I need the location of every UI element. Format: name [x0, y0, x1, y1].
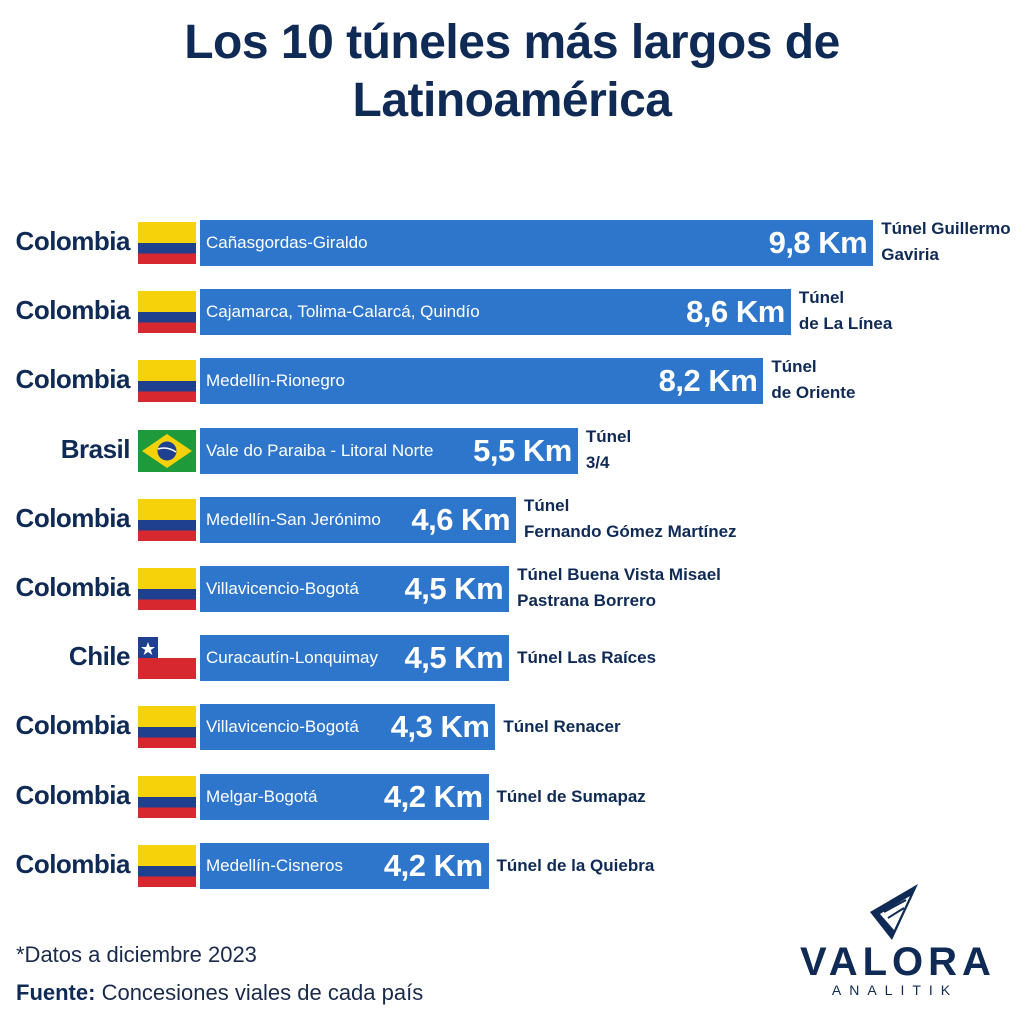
country-label: Colombia	[15, 226, 131, 256]
bar: Medellín-San Jerónimo 4,6 Km	[200, 496, 517, 543]
logo-word: VALORA	[800, 940, 996, 984]
country-label: Colombia	[15, 710, 131, 741]
route-label: Vale do Paraiba - Litoral Norte	[206, 440, 434, 460]
colombia-flag	[138, 360, 196, 403]
country-label: Colombia	[15, 848, 131, 879]
source-text: Concesiones viales de cada país	[101, 980, 424, 1005]
country-label: Brasil	[60, 433, 131, 464]
valora-chevron-logo	[870, 884, 918, 940]
tunnel-name: Túnel Buena Vista Misael Pastrana Borrer…	[517, 565, 721, 610]
source-label: Fuente:	[16, 980, 96, 1005]
logo-subtitle: ANALITIK	[831, 982, 959, 998]
colombia-flag	[138, 222, 196, 264]
tunnel-name: Túnel Las Raíces	[517, 648, 657, 668]
bar: Melgar-Bogotá 4,2 Km	[200, 773, 489, 820]
value-label: 4,5 Km	[404, 640, 504, 676]
bar: Vale do Paraiba - Litoral Norte 5,5 Km	[200, 427, 578, 474]
country-label: Chile	[68, 641, 131, 672]
value-label: 4,2 Km	[383, 847, 483, 883]
bar: Cañasgordas-Giraldo 9,8 Km	[200, 220, 874, 266]
chile-flag	[138, 637, 196, 680]
colombia-flag	[138, 568, 196, 610]
route-label: Villavicencio-Bogotá	[206, 717, 359, 737]
colombia-flag	[138, 498, 196, 541]
valora-analitik-logo: VALORA ANALITIK	[800, 882, 996, 1002]
country-label: Colombia	[15, 364, 131, 395]
tunnel-name: Túnel Renacer	[503, 717, 621, 737]
value-label: 4,6 Km	[411, 501, 511, 537]
value-label: 4,5 Km	[404, 571, 504, 606]
value-label: 8,6 Km	[686, 294, 785, 330]
country-label: Colombia	[15, 295, 131, 326]
tunnel-name: Túnel de la Quiebra	[496, 855, 655, 875]
source-line: Fuente: Concesiones viales de cada país	[16, 980, 423, 1006]
route-label: Medellín-Rionegro	[206, 371, 345, 391]
tunnel-name: Túnel de La Línea	[798, 288, 893, 334]
colombia-flag	[138, 844, 196, 887]
colombia-flag	[138, 291, 196, 334]
footnote: *Datos a diciembre 2023	[16, 942, 257, 967]
tunnel-name: Túnel Fernando Gómez Martínez	[524, 495, 737, 541]
page-title: Los 10 túneles más largos de Latinoaméri…	[0, 14, 1024, 130]
value-label: 4,3 Km	[390, 709, 490, 745]
country-label: Colombia	[15, 572, 131, 602]
title-line-2: Latinoamérica	[352, 74, 672, 127]
tunnel-name: Túnel de Oriente	[771, 357, 856, 403]
value-label: 8,2 Km	[658, 363, 758, 399]
value-label: 9,8 Km	[768, 225, 868, 260]
route-label: Curacautín-Lonquimay	[206, 648, 378, 668]
country-label: Colombia	[15, 502, 131, 533]
bar: Medellín-Cisneros 4,2 Km	[200, 842, 489, 889]
colombia-flag	[138, 775, 196, 818]
route-label: Cañasgordas-Giraldo	[206, 233, 368, 252]
bar: Cajamarca, Tolima-Calarcá, Quindío 8,6 Km	[200, 289, 791, 336]
bar: Villavicencio-Bogotá 4,5 Km	[200, 566, 510, 612]
route-label: Villavicencio-Bogotá	[206, 579, 359, 598]
route-label: Medellín-San Jerónimo	[206, 509, 381, 529]
country-label: Colombia	[15, 779, 131, 810]
tunnel-name: Túnel de Sumapaz	[496, 786, 646, 806]
route-label: Cajamarca, Tolima-Calarcá, Quindío	[206, 302, 480, 322]
route-label: Medellín-Cisneros	[206, 855, 343, 875]
bar: Curacautín-Lonquimay 4,5 Km	[200, 635, 510, 682]
tunnel-name: Túnel 3/4	[585, 426, 632, 472]
bar: Medellín-Rionegro 8,2 Km	[200, 358, 764, 405]
value-label: 5,5 Km	[473, 432, 572, 468]
route-label: Melgar-Bogotá	[206, 786, 318, 806]
title-line-1: Los 10 túneles más largos de	[184, 16, 840, 69]
bar: Villavicencio-Bogotá 4,3 Km	[200, 704, 496, 751]
brazil-flag	[138, 429, 196, 472]
colombia-flag	[138, 706, 196, 749]
tunnel-name: Túnel Guillermo Gaviria	[881, 219, 1011, 264]
value-label: 4,2 Km	[383, 778, 483, 814]
